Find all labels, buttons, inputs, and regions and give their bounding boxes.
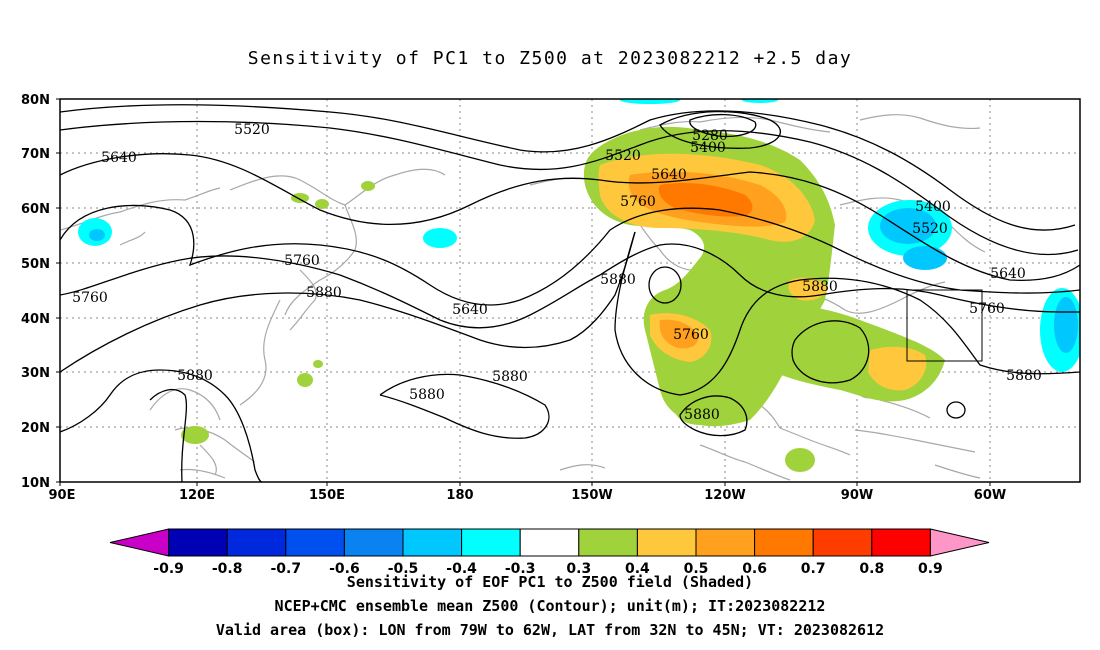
colorbar-cell — [695, 528, 756, 557]
contour-label: 5760 — [620, 194, 656, 210]
x-tick-label: 90W — [841, 488, 873, 503]
colorbar-cell — [754, 528, 814, 557]
x-tick-label: 60W — [974, 488, 1006, 503]
colorbar-label: -0.5 — [388, 561, 419, 577]
contour-label: 5760 — [673, 327, 709, 343]
x-tick-label: 120E — [179, 488, 215, 503]
colorbar-label: 0.8 — [859, 561, 884, 577]
x-tick-label: 90E — [49, 488, 76, 503]
colorbar-label: -0.6 — [329, 561, 360, 577]
contour-label: 5760 — [284, 253, 320, 269]
chart-title: Sensitivity of PC1 to Z500 at 2023082212… — [247, 48, 853, 69]
contour-label: 5520 — [234, 122, 270, 138]
colorbar-label: 0.4 — [625, 561, 650, 577]
map-frame — [59, 98, 1081, 483]
contour-label: 5880 — [177, 368, 213, 384]
colorbar-cell — [578, 528, 638, 557]
colorbar-label: 0.9 — [918, 561, 943, 577]
colorbar-cell — [168, 528, 228, 557]
contour-label: 5880 — [409, 387, 445, 403]
contour-label: 5400 — [690, 140, 726, 156]
contour-label: 5880 — [306, 285, 342, 301]
caption-line-1: Sensitivity of EOF PC1 to Z500 field (Sh… — [346, 573, 754, 591]
contour-labels: 5520 5640 5760 5880 5280 5400 5520 5640 … — [72, 122, 1042, 423]
y-tick-label: 60N — [21, 202, 50, 217]
y-tick-label: 50N — [21, 257, 50, 272]
contour-label: 5880 — [802, 279, 838, 295]
colorbar-cell — [636, 528, 697, 557]
colorbar-label: -0.3 — [505, 561, 536, 577]
y-tick-label: 70N — [21, 147, 50, 162]
contour-label: 5280 — [692, 128, 728, 144]
z500-contours — [60, 104, 1080, 482]
colorbar-label: 0.5 — [684, 561, 709, 577]
x-tick-label: 150E — [309, 488, 345, 503]
colorbar-cell — [871, 528, 931, 557]
x-tick-label: 120W — [704, 488, 745, 503]
contour-label: 5400 — [915, 199, 951, 215]
contour-label: 5880 — [684, 407, 720, 423]
contour-label: 5880 — [600, 272, 636, 288]
colorbar-label: -0.8 — [212, 561, 243, 577]
x-tick-label: 150W — [571, 488, 612, 503]
contour-label: 5520 — [605, 148, 641, 164]
colorbar: -0.9 -0.8 -0.7 -0.6 -0.5 -0.4 -0.3 0.3 0.4 0.5 0.6… — [109, 528, 990, 577]
colorbar-label: -0.4 — [446, 561, 477, 577]
y-tick-label: 30N — [21, 366, 50, 381]
x-axis: 90E 120E 150E 180 150W 120W 90W 60W — [49, 482, 1006, 503]
contour-label: 5880 — [1006, 368, 1042, 384]
colorbar-label: -0.9 — [153, 561, 184, 577]
contour-label: 5640 — [990, 266, 1026, 282]
y-tick-label: 40N — [21, 312, 50, 327]
caption-line-3: Valid area (box): LON from 79W to 62W, L… — [215, 621, 885, 639]
colorbar-cell — [343, 528, 404, 557]
contour-label: 5760 — [72, 290, 108, 306]
colorbar-cell — [519, 528, 580, 557]
contour-label: 5880 — [492, 369, 528, 385]
contour-label: 5640 — [101, 150, 137, 166]
contour-label: 5640 — [452, 302, 488, 318]
x-tick-label: 180 — [446, 488, 473, 503]
colorbar-label: 0.7 — [801, 561, 826, 577]
valid-area-box — [906, 289, 983, 362]
caption-line-2: NCEP+CMC ensemble mean Z500 (Contour); u… — [274, 597, 826, 615]
colorbar-label: -0.7 — [270, 561, 301, 577]
colorbar-label: 0.3 — [566, 561, 591, 577]
shaded-sensitivity — [78, 99, 1080, 472]
contour-label: 5640 — [651, 167, 687, 183]
colorbar-cell — [461, 528, 521, 557]
colorbar-left-arrow — [109, 528, 170, 557]
y-tick-label: 80N — [21, 93, 50, 108]
colorbar-cell — [226, 528, 287, 557]
y-tick-label: 20N — [21, 421, 50, 436]
contour-label: 5760 — [969, 301, 1005, 317]
colorbar-cell — [402, 528, 463, 557]
colorbar-label: 0.6 — [742, 561, 767, 577]
colorbar-cell — [285, 528, 345, 557]
contour-label: 5520 — [912, 221, 948, 237]
y-tick-label: 10N — [21, 476, 50, 491]
colorbar-cell — [812, 528, 873, 557]
colorbar-right-arrow — [929, 528, 990, 557]
y-axis: 80N 70N 60N 50N 40N 30N 20N 10N — [21, 93, 60, 491]
